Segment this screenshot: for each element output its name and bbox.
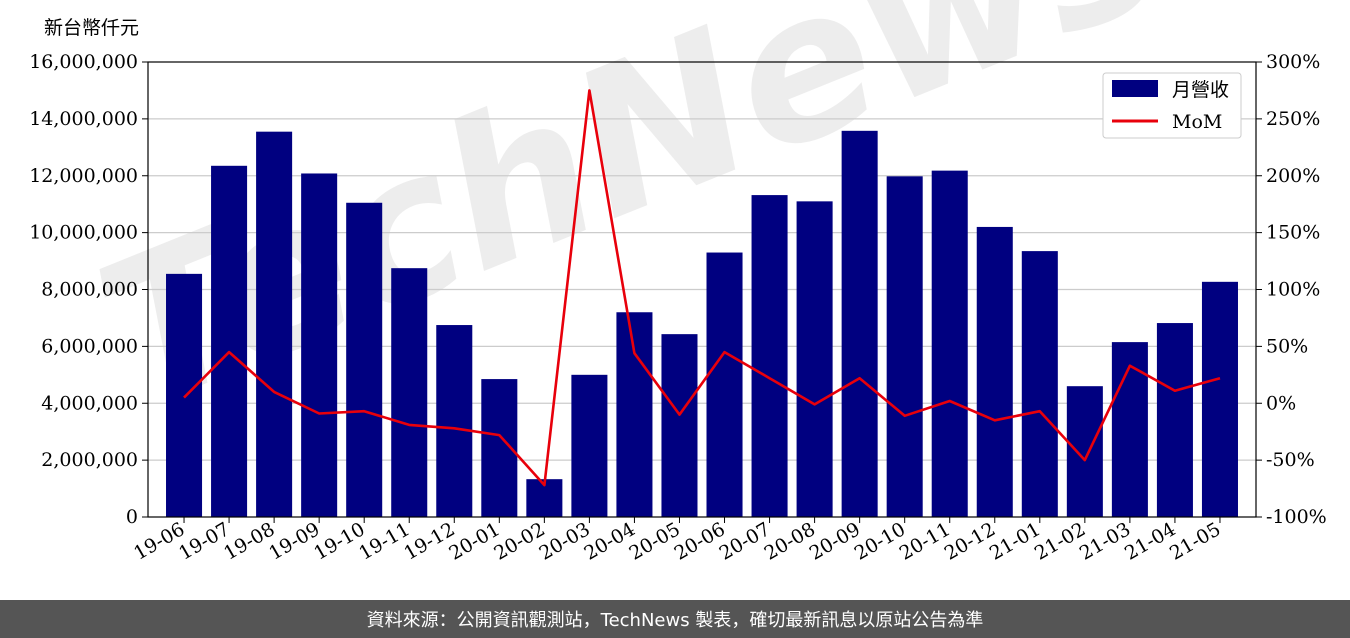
y-right-tick-label: -50% xyxy=(1266,449,1315,471)
revenue-bar xyxy=(391,268,428,517)
y-right-tick-label: -100% xyxy=(1266,506,1327,528)
x-tick-label: 21-04 xyxy=(1121,518,1179,564)
y-right-tick-label: 0% xyxy=(1266,392,1296,414)
x-tick-label: 20-08 xyxy=(761,518,819,564)
footer-text: 資料來源：公開資訊觀測站，TechNews 製表，確切最新訊息以原站公告為準 xyxy=(366,610,984,631)
revenue-bar xyxy=(931,170,968,517)
y-right-tick-label: 50% xyxy=(1266,335,1308,357)
revenue-bar xyxy=(1156,323,1193,517)
x-tick-label: 20-09 xyxy=(806,518,864,564)
x-tick-label: 20-03 xyxy=(535,518,593,564)
x-tick-label: 20-12 xyxy=(941,518,999,564)
revenue-chart: TechNews 新台幣仟元 19-06 19-07 19-08 19-09 19-10… xyxy=(29,0,1327,565)
x-tick-label: 19-07 xyxy=(175,518,233,564)
legend-label-mom: MoM xyxy=(1172,111,1222,133)
x-tick-label: 20-07 xyxy=(716,518,774,564)
revenue-bar xyxy=(571,374,608,517)
mom-line xyxy=(183,89,1221,487)
x-tick-label: 21-02 xyxy=(1031,518,1089,564)
y-right-tick-label: 100% xyxy=(1266,279,1320,301)
x-tick-label: 21-03 xyxy=(1076,518,1134,564)
x-tick-label: 19-10 xyxy=(310,518,368,564)
revenue-bar xyxy=(256,131,293,517)
y-left-tick-label: 10,000,000 xyxy=(29,222,138,244)
y-left-tick-label: 12,000,000 xyxy=(29,165,138,187)
y-left-tick-label: 6,000,000 xyxy=(41,335,138,357)
x-tick-label: 20-10 xyxy=(851,518,909,564)
x-tick-label: 20-02 xyxy=(490,518,548,564)
x-tick-label: 19-08 xyxy=(220,518,278,564)
chart-svg: TechNews 新台幣仟元 19-0619-0719-0819-0919-10… xyxy=(29,0,1327,565)
revenue-bar xyxy=(661,334,698,517)
revenue-bar xyxy=(751,195,788,517)
y-left-tick-label: 4,000,000 xyxy=(41,392,138,414)
revenue-bar xyxy=(1066,386,1103,517)
y-left-tick-label: 0 xyxy=(126,506,138,528)
x-tick-label: 20-06 xyxy=(671,518,729,564)
y-right-tick-label: 150% xyxy=(1266,222,1320,244)
y-left-tick-label: 8,000,000 xyxy=(41,279,138,301)
x-tick-label: 20-01 xyxy=(445,518,503,564)
legend: 月營收 MoM xyxy=(1102,72,1242,139)
revenue-bar xyxy=(346,202,383,517)
y-right-tick-label: 300% xyxy=(1266,51,1320,73)
x-tick-label: 19-12 xyxy=(400,518,458,564)
y-left-tick-label: 14,000,000 xyxy=(29,108,138,130)
x-tick-label: 20-04 xyxy=(580,518,638,564)
y-right-tick-label: 250% xyxy=(1266,108,1320,130)
revenue-bar xyxy=(886,176,923,517)
x-tick-label: 20-11 xyxy=(896,518,954,564)
revenue-bar xyxy=(706,252,743,517)
source-footer: 資料來源：公開資訊觀測站，TechNews 製表，確切最新訊息以原站公告為準 xyxy=(0,600,1350,638)
revenue-bar xyxy=(1021,251,1058,517)
x-tick-label: 21-01 xyxy=(986,518,1044,564)
legend-bar-swatch xyxy=(1112,80,1158,97)
revenue-bar xyxy=(841,130,878,517)
revenue-bar xyxy=(211,165,248,517)
y-left-tick-label: 16,000,000 xyxy=(29,51,138,73)
legend-label-revenue: 月營收 xyxy=(1172,79,1229,101)
revenue-bar xyxy=(436,325,473,517)
revenue-bar xyxy=(301,173,338,517)
revenue-bar xyxy=(976,226,1013,517)
revenue-bar xyxy=(1201,281,1238,517)
x-tick-label: 19-09 xyxy=(265,518,323,564)
y-left-tick-label: 2,000,000 xyxy=(41,449,138,471)
x-tick-label: 19-11 xyxy=(355,518,413,564)
revenue-bar xyxy=(796,201,833,517)
x-tick-label: 20-05 xyxy=(626,518,684,564)
revenue-bar xyxy=(166,273,203,517)
y-right-tick-label: 200% xyxy=(1266,165,1320,187)
x-tick-label: 19-06 xyxy=(130,518,188,564)
revenue-bar xyxy=(616,312,653,517)
y-axis-unit-label: 新台幣仟元 xyxy=(44,17,139,39)
x-tick-label: 21-05 xyxy=(1166,518,1224,564)
